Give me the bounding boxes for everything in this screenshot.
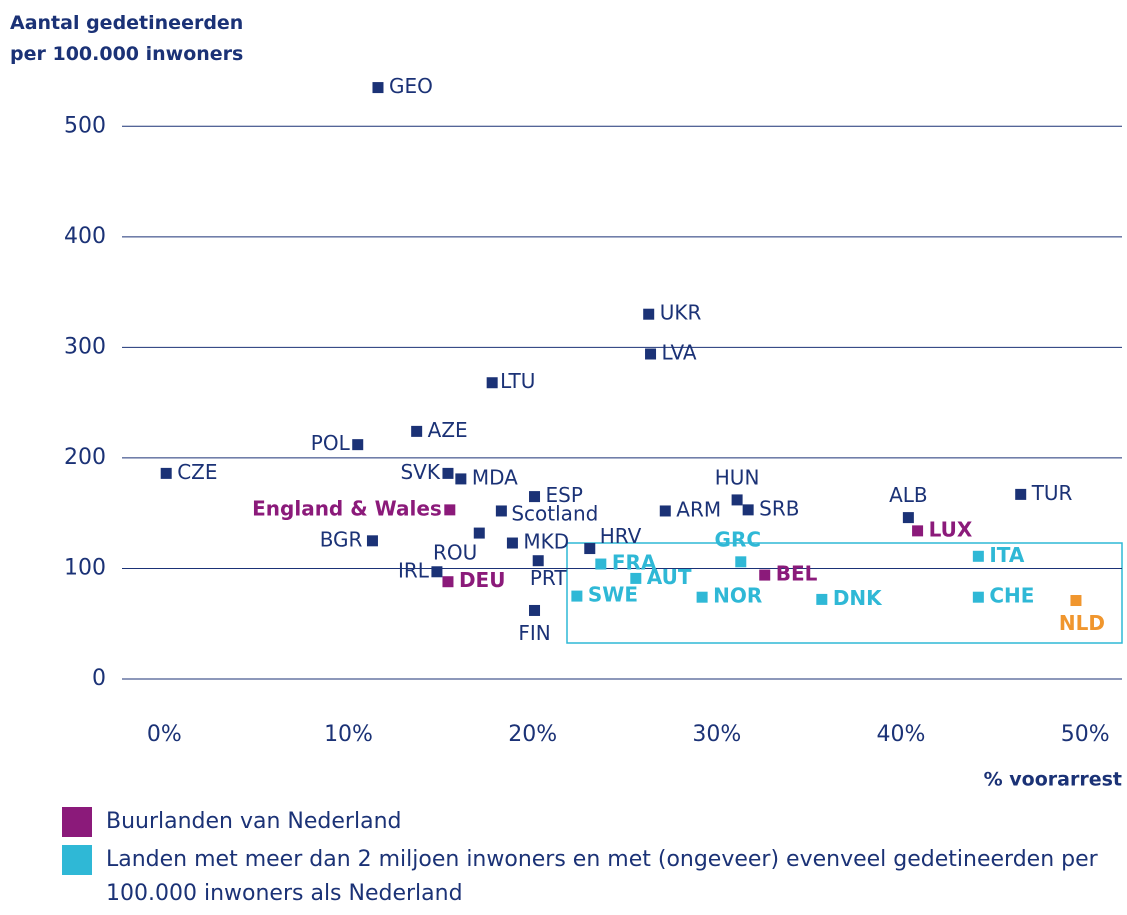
- x-axis-title: % voorarrest: [984, 769, 1122, 791]
- point-label: UKR: [660, 301, 702, 325]
- point-label: DEU: [459, 568, 506, 592]
- legend-label: Buurlanden van Nederland: [106, 809, 402, 834]
- point-label: ARM: [676, 497, 721, 521]
- point-label: TUR: [1031, 481, 1073, 505]
- point-label: CZE: [177, 460, 217, 484]
- point-label: ROU: [433, 541, 477, 565]
- point-label: AUT: [647, 565, 692, 589]
- point-label: MKD: [523, 530, 569, 554]
- point-label: LUX: [929, 517, 973, 541]
- point-label: ALB: [889, 483, 928, 507]
- point: [735, 556, 747, 568]
- y-tick-label: 200: [64, 445, 106, 470]
- point: [659, 505, 671, 517]
- y-tick-label: 100: [64, 555, 106, 580]
- x-tick-label: 30%: [692, 722, 741, 747]
- point: [731, 494, 743, 506]
- point: [759, 569, 771, 581]
- chart: % voorarrest 0 100 200 300 400 500 0% 10% 20% 30%…: [64, 74, 1123, 791]
- point: [742, 504, 754, 516]
- point: [529, 604, 541, 616]
- point-label: SWE: [588, 583, 638, 607]
- y-axis-title: Aantal gedetineerden per 100.000 inwoner…: [10, 12, 244, 65]
- point: [506, 537, 518, 549]
- point: [972, 550, 984, 562]
- point: [1070, 595, 1082, 607]
- point: [645, 348, 657, 360]
- point: [532, 555, 544, 567]
- point: [366, 535, 378, 547]
- point-label: NOR: [713, 584, 762, 608]
- point-label: IRL: [398, 558, 430, 582]
- point: [495, 505, 507, 517]
- x-tick-label: 20%: [508, 722, 557, 747]
- point: [529, 491, 541, 503]
- x-tick-label: 40%: [877, 722, 926, 747]
- point: [442, 576, 454, 588]
- point-label: HUN: [715, 465, 760, 489]
- point-label: England & Wales: [252, 496, 442, 520]
- point-label: GRC: [715, 527, 762, 551]
- point-label: BEL: [776, 562, 818, 586]
- point-label: GEO: [389, 74, 433, 98]
- point-label: SRB: [759, 496, 799, 520]
- point: [372, 82, 384, 94]
- point-label: POL: [311, 431, 351, 455]
- legend-entry: Buurlanden van Nederland: [62, 805, 1127, 839]
- y-tick-label: 500: [64, 113, 106, 138]
- point: [442, 467, 454, 479]
- point: [816, 593, 828, 605]
- point: [411, 425, 423, 437]
- x-tick-label: 50%: [1061, 722, 1110, 747]
- y-tick-label: 300: [64, 334, 106, 359]
- point-label: FIN: [518, 621, 550, 645]
- x-tick-label: 0%: [147, 722, 182, 747]
- point: [352, 439, 364, 451]
- point-label: NLD: [1059, 611, 1105, 635]
- point: [584, 543, 596, 555]
- point-label: HRV: [600, 524, 642, 548]
- point-label: BGR: [320, 527, 363, 551]
- point-label: PRT: [530, 566, 568, 590]
- point: [595, 558, 607, 570]
- point-label: AZE: [428, 418, 468, 442]
- point: [902, 512, 914, 524]
- point: [643, 308, 655, 320]
- point: [444, 504, 456, 516]
- point-label: CHE: [989, 584, 1034, 608]
- legend-swatch: [62, 845, 92, 875]
- point-label: SVK: [400, 460, 440, 484]
- point-label: FRA: [612, 551, 657, 575]
- point: [912, 525, 924, 537]
- point: [972, 591, 984, 603]
- point: [571, 590, 583, 602]
- point-label: ESP: [546, 483, 583, 507]
- point-label: DNK: [833, 586, 883, 610]
- point: [431, 566, 443, 578]
- legend-swatch: [62, 807, 92, 837]
- point: [696, 591, 708, 603]
- y-tick-label: 400: [64, 224, 106, 249]
- legend-entry: Landen met meer dan 2 miljoen inwoners e…: [62, 843, 1127, 911]
- point: [1015, 488, 1027, 500]
- point: [486, 377, 498, 389]
- highlight-box: [566, 542, 1123, 644]
- point-label: Scotland: [511, 501, 598, 525]
- legend-label: Landen met meer dan 2 miljoen inwoners e…: [106, 847, 1098, 906]
- point-label: ITA: [989, 543, 1025, 567]
- point-label: MDA: [472, 465, 518, 489]
- point-label: LTU: [500, 369, 535, 393]
- point: [630, 572, 642, 584]
- x-tick-label: 10%: [324, 722, 373, 747]
- point: [160, 467, 172, 479]
- point: [455, 473, 467, 485]
- point-label: LVA: [662, 340, 697, 364]
- point: [473, 527, 485, 539]
- legend: Buurlanden van Nederland Landen met meer …: [62, 805, 1127, 915]
- y-tick-label: 0: [92, 666, 106, 691]
